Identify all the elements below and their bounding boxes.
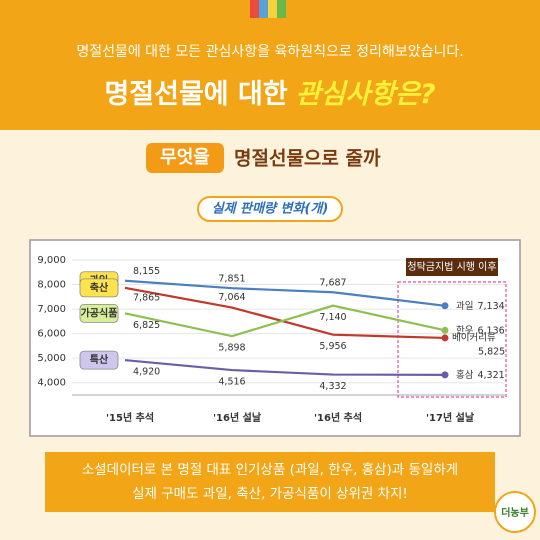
value-label: 4,920 [133, 367, 160, 378]
title: 명절선물에 대한 관심사항은? [104, 79, 435, 110]
series-line [124, 279, 446, 307]
y-tick-label: 5,000 [37, 353, 66, 364]
title-main: 명절선물에 대한 [104, 79, 287, 110]
value-label: 7,064 [218, 292, 245, 303]
value-label: 7,134 [477, 300, 504, 311]
logo [494, 491, 536, 533]
y-tick-label: 4,000 [37, 378, 66, 389]
title-highlight: 관심사항은? [296, 79, 436, 110]
x-tick-label: '16년 추석 [314, 411, 362, 424]
plot: 4,000 5,000 6,000 7,000 8,000 9,000 '15년 추석 '16… [37, 255, 507, 424]
value-label: 7,687 [319, 278, 346, 289]
deco [277, 0, 286, 18]
end-label: 과일 7,134 [456, 300, 505, 311]
y-tick-label: 8,000 [37, 280, 66, 291]
badge-text: 무엇을 [160, 147, 210, 168]
footer-line: 소셜데이터로 본 명절 대표 인기상품 (과일, 한우, 홍삼)과 동일하게 [82, 462, 458, 478]
annotation: 청탁금지법 시행 이후 [407, 261, 496, 273]
chart-title: 실제 판매량 변화(개) [212, 201, 329, 217]
footer-line: 실제 구매도 과일, 축산, 가공식품이 상위권 차지! [132, 486, 408, 502]
value-label: 8,155 [133, 266, 160, 277]
end-marker [441, 371, 449, 379]
end-label: 홍삼 4,321 [456, 368, 505, 380]
annotation-region [397, 281, 507, 398]
x-tick-label: '16년 설날 [213, 411, 262, 424]
logo-text: 더농부 [501, 506, 529, 519]
section-heading: 명절선물으로 줄까 [234, 148, 381, 170]
subtitle: 명절선물에 대한 모든 관심사항을 육하원칙으로 정리해보았습니다. [76, 44, 463, 60]
x-tick-label: '17년 설날 [426, 411, 475, 424]
deco [250, 0, 259, 18]
end-name: 한우 [456, 325, 474, 336]
header-band [0, 0, 540, 130]
end-marker [441, 334, 449, 342]
value-label: 7,851 [218, 274, 245, 285]
value-label: 7,140 [319, 312, 346, 323]
deco [259, 0, 268, 18]
end-marker [441, 302, 449, 310]
legend-badge [79, 278, 119, 298]
value-label: 4,321 [477, 369, 504, 380]
value-label: 5,898 [218, 343, 245, 354]
value-label: 4,332 [319, 381, 346, 392]
end-label: 베이커리류 [452, 332, 496, 343]
value-label: 5,825 [478, 346, 505, 357]
value-label: 4,516 [218, 377, 245, 388]
value-label: 6,825 [133, 320, 160, 331]
footer-box [45, 452, 495, 512]
value-label: 7,865 [133, 292, 160, 303]
legend-badge [79, 303, 119, 323]
annotation-box [406, 258, 498, 276]
end-label: 한우 6,136 [456, 325, 505, 336]
end-marker [441, 326, 449, 334]
series-line [124, 304, 446, 338]
chart-title-pill [197, 196, 343, 222]
x-tick-label: '15년 추석 [106, 411, 154, 424]
legend-label: 가공식품 [81, 306, 118, 319]
legend-label: 특산 [90, 353, 109, 366]
legend-label: 축산 [90, 281, 109, 294]
series-line [124, 359, 446, 376]
y-tick-label: 6,000 [37, 329, 66, 340]
value-label: 5,956 [319, 341, 346, 352]
end-name: 홍삼 [456, 368, 474, 380]
deco [268, 0, 277, 18]
y-tick-label: 9,000 [37, 255, 66, 266]
value-label: 6,136 [477, 325, 504, 336]
badge [146, 143, 224, 173]
legend-badge [79, 350, 119, 370]
end-name: 과일 [456, 300, 473, 311]
y-tick-label: 7,000 [37, 304, 66, 315]
